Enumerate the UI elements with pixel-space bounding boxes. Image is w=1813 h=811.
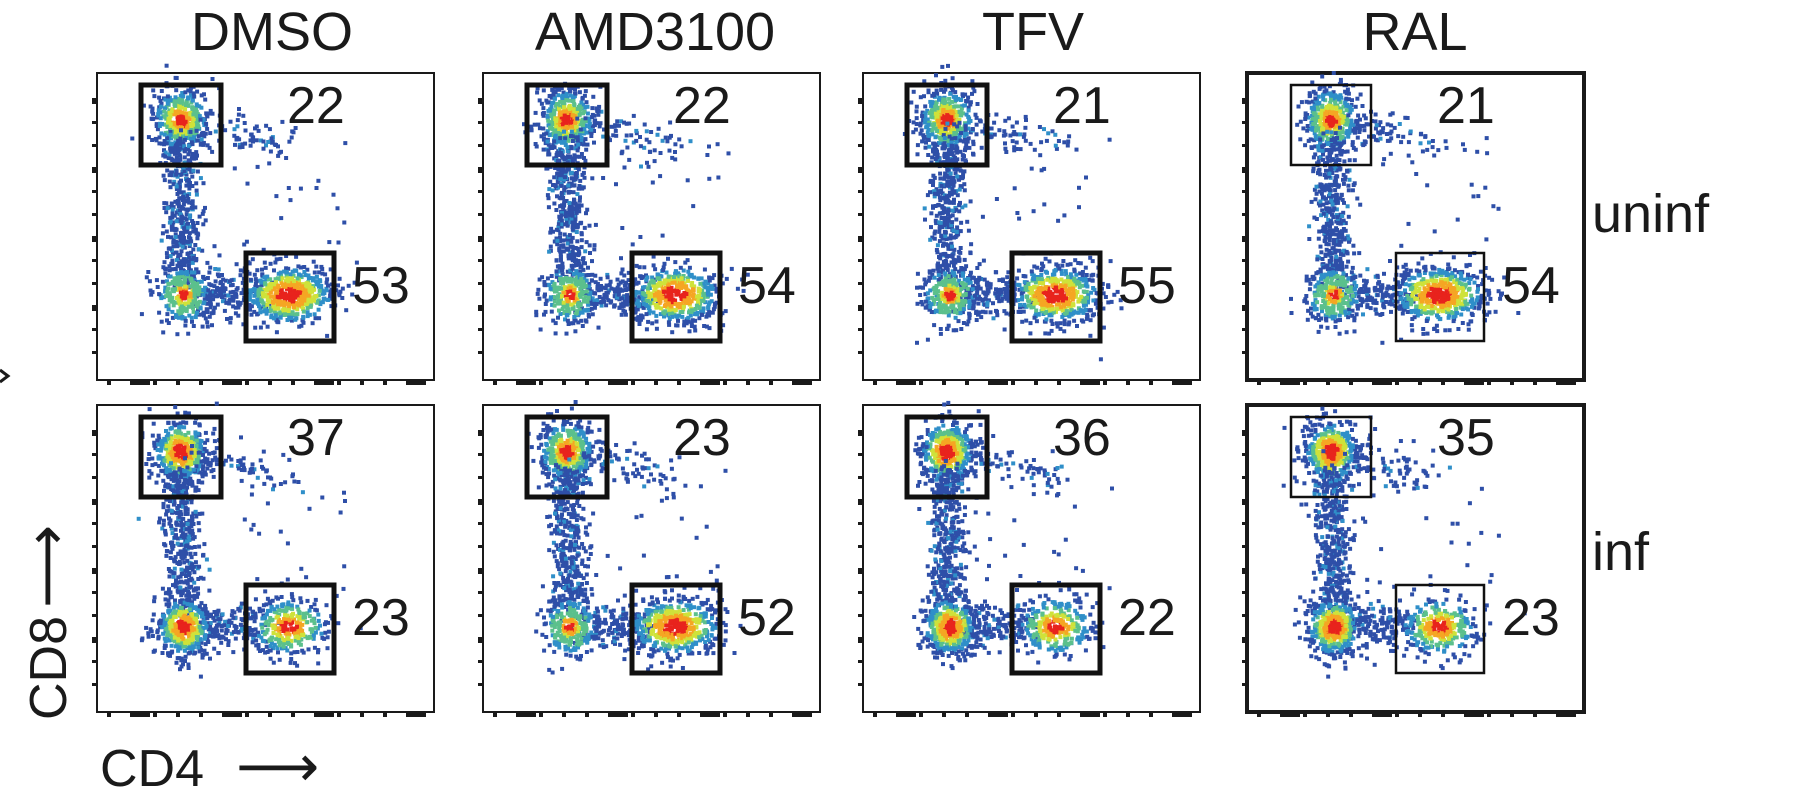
gate-cd8-percent: 21 [1437, 77, 1495, 135]
event-dots [130, 63, 359, 338]
row-label-uninf: uninf [1592, 184, 1710, 244]
event-dots [912, 400, 1114, 675]
axis-ticks [92, 430, 426, 717]
gate-cd4-percent: 22 [1118, 589, 1176, 647]
row-label-inf: inf [1592, 522, 1650, 582]
gate-cd4 [1009, 582, 1103, 676]
axis-ticks [478, 98, 812, 385]
gate-cd4-percent: 53 [352, 257, 410, 315]
gate-cd4 [1009, 250, 1103, 344]
gate-cd8 [904, 82, 990, 168]
gate-cd4-percent: 23 [352, 589, 410, 647]
gate-cd4 [243, 582, 337, 676]
gate-cd4 [629, 582, 723, 676]
y-axis-title: CD8 [20, 616, 78, 720]
column-title-dmso: DMSO [191, 2, 353, 62]
panel-uninf-ral: 21 54 [1242, 71, 1586, 385]
axis-ticks [1242, 98, 1576, 385]
gate-cd8-percent: 36 [1053, 409, 1111, 467]
panel-inf-amd3100: 23 52 [478, 400, 821, 717]
axis-ticks [478, 430, 812, 717]
gate-cd8 [1289, 83, 1373, 167]
gate-cd8 [138, 82, 224, 168]
axis-ticks [858, 430, 1192, 717]
gate-cd8-percent: 37 [287, 409, 345, 467]
gate-cd4-percent: 23 [1502, 589, 1560, 647]
gate-cd8-percent: 22 [287, 77, 345, 135]
panel-uninf-amd3100: 22 54 [478, 72, 821, 385]
gate-cd4 [629, 250, 723, 344]
panel-inf-dmso: 37 23 [92, 401, 435, 717]
gate-cd8-percent: 23 [673, 409, 731, 467]
panel-frame [482, 404, 821, 713]
gate-cd8-percent: 22 [673, 77, 731, 135]
gate-cd4 [1394, 583, 1486, 675]
event-dots [136, 401, 363, 679]
gate-cd8 [904, 414, 990, 500]
gate-cd4-percent: 52 [738, 589, 796, 647]
panel-frame [1245, 71, 1586, 382]
edge-arrow-fragment-icon [0, 368, 11, 384]
axis-ticks [1242, 430, 1576, 717]
gate-cd4-percent: 54 [738, 257, 796, 315]
event-dots [525, 400, 743, 675]
gate-cd8 [1289, 415, 1373, 499]
panel-uninf-dmso: 22 53 [92, 63, 435, 385]
event-dots [1281, 406, 1527, 679]
panel-frame [96, 72, 435, 381]
panel-frame [96, 404, 435, 713]
column-title-amd3100: AMD3100 [535, 2, 775, 62]
axis-ticks [858, 98, 1192, 385]
gate-cd8-percent: 35 [1437, 409, 1495, 467]
gate-cd8 [524, 82, 610, 168]
plot-panels: 22 53 22 54 21 55 21 54 37 23 23 52 36 22 35 23 [92, 63, 1586, 717]
column-title-tfv: TFV [982, 2, 1084, 62]
x-axis-label: CD4 ⟶ [100, 734, 319, 799]
gate-cd4 [243, 250, 337, 344]
gate-cd4-percent: 54 [1502, 257, 1560, 315]
gate-cd8 [138, 414, 224, 500]
panel-uninf-tfv: 21 55 [858, 63, 1201, 385]
panel-inf-tfv: 36 22 [858, 400, 1201, 717]
event-dots [902, 63, 1124, 362]
gate-cd4-percent: 55 [1118, 257, 1176, 315]
panel-frame [482, 72, 821, 381]
y-axis-label: CD8 ⟶ [14, 525, 79, 720]
panel-inf-ral: 35 23 [1242, 403, 1586, 717]
y-axis-arrow-icon: ⟶ [14, 525, 79, 608]
gate-cd8 [524, 414, 610, 500]
gate-cd8-percent: 21 [1053, 77, 1111, 135]
x-axis-title: CD4 [100, 740, 204, 798]
column-title-ral: RAL [1362, 2, 1467, 62]
x-axis-arrow-icon: ⟶ [236, 734, 319, 799]
axis-ticks [92, 98, 426, 385]
event-dots [522, 81, 750, 336]
gate-cd4 [1394, 251, 1486, 343]
